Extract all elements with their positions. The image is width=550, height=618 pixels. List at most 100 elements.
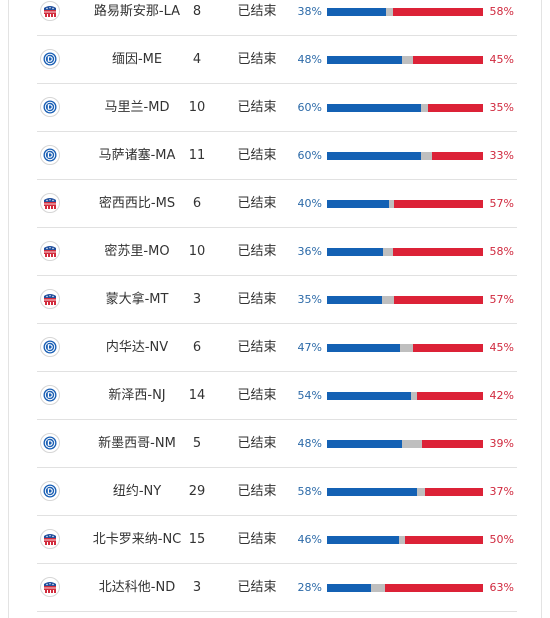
state-name[interactable]: 马里兰-MD xyxy=(104,100,170,115)
vote-share-bar xyxy=(327,8,483,16)
state-row[interactable]: 新墨西哥-NM 5 已结束 48% 39% xyxy=(37,420,517,468)
democrat-share-segment xyxy=(327,488,418,496)
democrat-percent: 58% xyxy=(297,485,322,498)
democrat-party-icon xyxy=(40,433,60,453)
status-label: 已结束 xyxy=(237,292,277,307)
state-row[interactable]: 内华达-NV 6 已结束 47% 45% xyxy=(37,324,517,372)
state-row[interactable]: 密西西比-MS 6 已结束 40% 57% xyxy=(37,180,517,228)
state-name[interactable]: 马萨诸塞-MA xyxy=(98,148,176,163)
republican-percent: 45% xyxy=(489,341,514,354)
state-row[interactable]: 马萨诸塞-MA 11 已结束 60% 33% xyxy=(37,132,517,180)
vote-share-bar xyxy=(327,200,483,208)
electoral-votes: 3 xyxy=(192,292,202,307)
republican-party-icon xyxy=(40,529,60,549)
vote-share-bar xyxy=(327,152,483,160)
democrat-share-segment xyxy=(327,296,382,304)
democrat-percent: 35% xyxy=(297,293,322,306)
democrat-share-segment xyxy=(327,392,412,400)
democrat-percent: 60% xyxy=(297,101,322,114)
state-row[interactable]: 密苏里-MO 10 已结束 36% 58% xyxy=(37,228,517,276)
electoral-votes: 10 xyxy=(188,100,206,115)
republican-percent: 63% xyxy=(489,581,514,594)
electoral-votes: 6 xyxy=(192,340,202,355)
republican-party-icon xyxy=(40,577,60,597)
frame-border-right xyxy=(541,0,542,618)
status-label: 已结束 xyxy=(237,580,277,595)
republican-share-segment xyxy=(417,392,483,400)
state-row[interactable]: 纽约-NY 29 已结束 58% 37% xyxy=(37,468,517,516)
state-row[interactable]: 北达科他-ND 3 已结束 28% 63% xyxy=(37,564,517,612)
republican-percent: 35% xyxy=(489,101,514,114)
state-name[interactable]: 缅因-ME xyxy=(111,52,163,67)
democrat-percent: 47% xyxy=(297,341,322,354)
democrat-share-segment xyxy=(327,56,402,64)
state-name[interactable]: 北达科他-ND xyxy=(98,580,176,595)
state-row[interactable]: 马里兰-MD 10 已结束 60% 35% xyxy=(37,84,517,132)
democrat-share-segment xyxy=(327,344,401,352)
republican-party-icon xyxy=(40,289,60,309)
state-name[interactable]: 内华达-NV xyxy=(105,340,169,355)
republican-share-segment xyxy=(431,152,483,160)
electoral-votes: 11 xyxy=(188,148,206,163)
republican-percent: 45% xyxy=(489,53,514,66)
state-name[interactable]: 蒙大拿-MT xyxy=(105,292,169,307)
democrat-share-segment xyxy=(327,536,399,544)
electoral-votes: 8 xyxy=(192,4,202,19)
republican-party-icon xyxy=(40,1,60,21)
state-name[interactable]: 纽约-NY xyxy=(112,484,162,499)
vote-share-bar xyxy=(327,488,483,496)
republican-party-icon xyxy=(40,241,60,261)
status-label: 已结束 xyxy=(237,532,277,547)
republican-percent: 58% xyxy=(489,245,514,258)
democrat-percent: 46% xyxy=(297,533,322,546)
state-name[interactable]: 路易斯安那-LA xyxy=(93,4,181,19)
democrat-percent: 40% xyxy=(297,197,322,210)
state-row[interactable]: 缅因-ME 4 已结束 48% 45% xyxy=(37,36,517,84)
republican-share-segment xyxy=(392,248,483,256)
democrat-percent: 54% xyxy=(297,389,322,402)
electoral-votes: 14 xyxy=(188,388,206,403)
vote-share-bar xyxy=(327,536,483,544)
republican-share-segment xyxy=(384,584,483,592)
state-name[interactable]: 密西西比-MS xyxy=(98,196,176,211)
democrat-share-segment xyxy=(327,440,402,448)
democrat-party-icon xyxy=(40,49,60,69)
state-row[interactable]: 蒙大拿-MT 3 已结束 35% 57% xyxy=(37,276,517,324)
democrat-percent: 48% xyxy=(297,53,322,66)
republican-share-segment xyxy=(412,56,483,64)
democrat-percent: 48% xyxy=(297,437,322,450)
state-name[interactable]: 新墨西哥-NM xyxy=(98,436,176,451)
state-row[interactable]: 新泽西-NJ 14 已结束 54% 42% xyxy=(37,372,517,420)
democrat-party-icon xyxy=(40,145,60,165)
republican-share-segment xyxy=(425,488,483,496)
status-label: 已结束 xyxy=(237,244,277,259)
electoral-votes: 29 xyxy=(188,484,206,499)
vote-share-bar xyxy=(327,296,483,304)
status-label: 已结束 xyxy=(237,52,277,67)
state-name[interactable]: 北卡罗来纳-NC xyxy=(92,532,182,547)
democrat-percent: 60% xyxy=(297,149,322,162)
democrat-share-segment xyxy=(327,104,421,112)
state-results-list: 路易斯安那-LA 8 已结束 38% 58% 缅因-ME 4 已结束 48% 45% 马里兰-MD 1… xyxy=(37,0,517,612)
republican-percent: 57% xyxy=(489,197,514,210)
democrat-percent: 28% xyxy=(297,581,322,594)
democrat-share-segment xyxy=(327,152,421,160)
republican-percent: 37% xyxy=(489,485,514,498)
status-label: 已结束 xyxy=(237,148,277,163)
frame-border-left xyxy=(8,0,9,618)
democrat-share-segment xyxy=(327,8,387,16)
state-row[interactable]: 路易斯安那-LA 8 已结束 38% 58% xyxy=(37,0,517,36)
democrat-party-icon xyxy=(40,385,60,405)
status-label: 已结束 xyxy=(237,388,277,403)
state-name[interactable]: 新泽西-NJ xyxy=(108,388,166,403)
state-row[interactable]: 北卡罗来纳-NC 15 已结束 46% 50% xyxy=(37,516,517,564)
republican-share-segment xyxy=(412,344,483,352)
electoral-votes: 5 xyxy=(192,436,202,451)
republican-share-segment xyxy=(422,440,483,448)
republican-percent: 57% xyxy=(489,293,514,306)
status-label: 已结束 xyxy=(237,436,277,451)
republican-percent: 50% xyxy=(489,533,514,546)
democrat-percent: 36% xyxy=(297,245,322,258)
republican-share-segment xyxy=(405,536,483,544)
state-name[interactable]: 密苏里-MO xyxy=(104,244,170,259)
